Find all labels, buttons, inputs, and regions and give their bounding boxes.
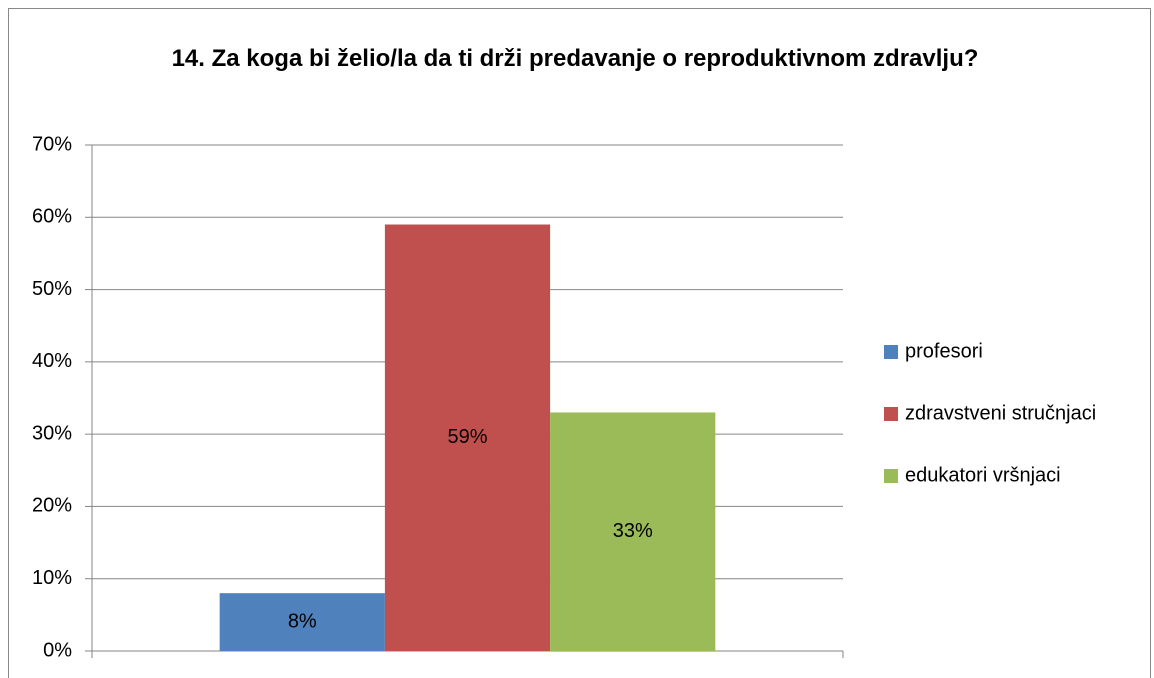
y-tick-label: 10% xyxy=(32,567,72,589)
legend-swatch xyxy=(884,407,898,421)
chart-title: 14. Za koga bi želio/la da ti drži preda… xyxy=(171,45,979,72)
y-tick-label: 0% xyxy=(43,639,72,661)
legend-swatch xyxy=(884,469,898,483)
y-tick-label: 40% xyxy=(32,350,72,372)
legend-label: edukatori vršnjaci xyxy=(905,464,1061,486)
data-label: 33% xyxy=(613,520,653,542)
chart-border xyxy=(8,8,1151,678)
legend-label: profesori xyxy=(905,340,983,362)
legend-label: zdravstveni stručnjaci xyxy=(905,402,1096,424)
y-tick-label: 20% xyxy=(32,495,72,517)
data-label: 8% xyxy=(288,610,317,632)
bar xyxy=(550,412,716,651)
bar xyxy=(219,593,385,651)
bar xyxy=(384,224,551,651)
y-tick-label: 30% xyxy=(32,422,72,444)
y-tick-label: 50% xyxy=(32,278,72,300)
legend-swatch xyxy=(884,345,898,359)
y-tick-label: 60% xyxy=(32,206,72,228)
y-tick-label: 70% xyxy=(32,133,72,155)
data-label: 59% xyxy=(447,426,487,448)
